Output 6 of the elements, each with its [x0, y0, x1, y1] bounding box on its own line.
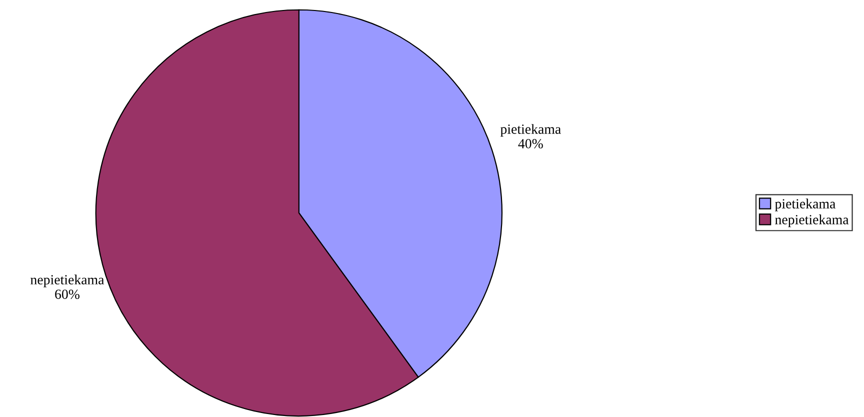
slice-label: nepietiekama — [30, 274, 104, 288]
data-label: 60% — [55, 290, 80, 299]
legend-label: pietiekama — [774, 198, 836, 212]
data-label: 40% — [518, 138, 543, 148]
legend-label: nepietiekama — [775, 214, 849, 228]
slice-label: pietiekama — [500, 124, 561, 137]
